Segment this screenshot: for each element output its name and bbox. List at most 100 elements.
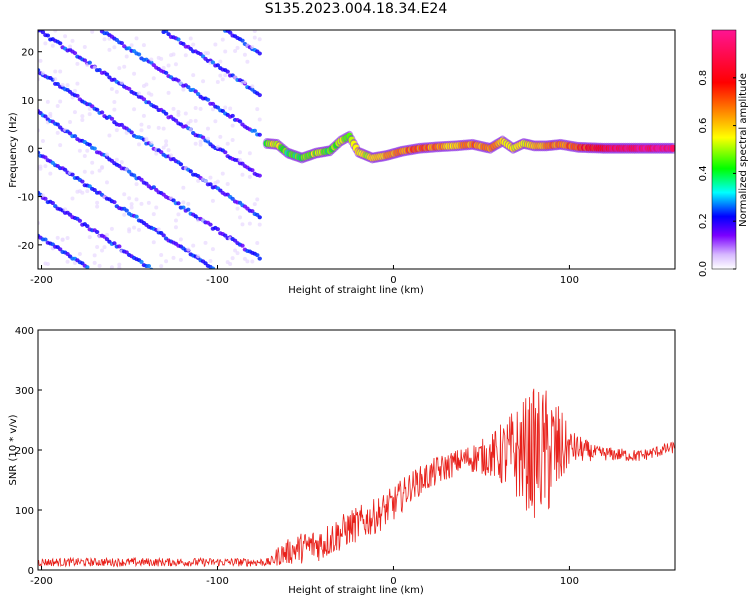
speckle-mark	[127, 196, 132, 201]
spectrogram-frame	[37, 29, 676, 270]
speckle-mark	[43, 164, 48, 169]
speckle-mark	[151, 76, 156, 81]
snr-x-tick-label: 0	[390, 576, 396, 587]
speckle-mark	[240, 222, 245, 227]
speckle-mark	[205, 136, 210, 141]
striation-mark	[67, 131, 73, 136]
speckle-mark	[250, 84, 255, 89]
speckle-mark	[112, 107, 117, 112]
speckle-mark	[188, 127, 193, 132]
speckle-mark	[45, 262, 50, 267]
speckle-mark	[68, 120, 73, 125]
striation-mark	[43, 155, 48, 160]
speckle-mark	[215, 179, 220, 184]
speckle-mark	[230, 256, 235, 261]
striation-mark	[230, 196, 235, 201]
speckle-mark	[201, 79, 206, 84]
snr-y-tick-label: 400	[15, 326, 34, 337]
striation-mark	[94, 230, 100, 235]
speckle-mark	[82, 169, 87, 174]
striation-mark	[181, 205, 186, 210]
striation-mark	[252, 128, 257, 133]
speckle-mark	[149, 140, 154, 145]
striation-mark	[173, 118, 179, 123]
speckle-mark	[114, 128, 119, 133]
striation-mark	[70, 172, 75, 177]
speckle-mark	[85, 189, 90, 194]
speckle-mark	[247, 151, 252, 156]
speckle-mark	[82, 45, 87, 50]
speckle-mark	[112, 100, 117, 105]
speckle-mark	[176, 109, 181, 114]
speckle-mark	[154, 151, 159, 156]
speckle-mark	[53, 77, 58, 82]
snr-y-tick-label: 0	[28, 566, 34, 577]
speckle-mark	[178, 237, 183, 242]
speckle-mark	[178, 81, 183, 86]
snr-series-line	[38, 388, 675, 568]
speckle-mark	[238, 215, 243, 220]
speckle-mark	[77, 252, 82, 257]
striation-mark	[94, 107, 100, 112]
speckle-mark	[87, 235, 92, 240]
speckle-mark	[205, 126, 210, 131]
speckle-mark	[72, 110, 77, 115]
snr-x-axis-label: Height of straight line (km)	[288, 585, 424, 596]
speckle-mark	[114, 89, 119, 94]
striation-mark	[166, 32, 171, 37]
speckle-mark	[242, 52, 247, 57]
striation-mark	[257, 215, 262, 220]
speckle-mark	[176, 212, 181, 217]
striation-mark	[227, 30, 233, 35]
striation-mark	[92, 188, 97, 193]
striation-mark	[208, 222, 213, 227]
spectrogram-y-tick-label: 0	[28, 144, 34, 155]
striation-mark	[176, 201, 181, 206]
speckle-mark	[80, 117, 85, 122]
speckle-mark	[169, 153, 174, 158]
speckle-mark	[235, 45, 240, 50]
speckle-mark	[85, 148, 90, 153]
striation-mark	[193, 89, 198, 94]
striation-mark	[112, 200, 117, 205]
striation-mark	[124, 250, 129, 255]
striation-mark	[87, 60, 92, 65]
speckle-mark	[176, 112, 181, 117]
speckle-mark	[173, 62, 178, 67]
speckle-mark	[181, 87, 186, 92]
speckle-mark	[137, 227, 142, 232]
striation-mark	[237, 119, 243, 124]
speckle-mark	[250, 259, 255, 264]
spectrogram-x-tick-label: 0	[390, 275, 396, 286]
colorbar-tick-label: 0.8	[698, 70, 709, 86]
speckle-mark	[109, 87, 114, 92]
striation-mark	[50, 201, 55, 206]
speckle-mark	[223, 73, 228, 78]
speckle-mark	[80, 114, 85, 119]
spectrogram-y-tick-label: 10	[21, 96, 34, 107]
striation-mark	[119, 122, 124, 127]
speckle-mark	[213, 119, 218, 124]
speckle-mark	[72, 88, 77, 93]
striation-mark	[126, 86, 132, 91]
striation-mark	[163, 111, 169, 116]
speckle-mark	[75, 81, 80, 86]
speckle-mark	[196, 254, 201, 259]
striation-mark	[257, 132, 262, 137]
speckle-mark	[196, 178, 201, 183]
speckle-mark	[117, 265, 122, 269]
speckle-mark	[55, 130, 60, 135]
spectrogram-y-tick-label: -20	[18, 241, 34, 252]
speckle-mark	[122, 212, 127, 217]
spectrogram-y-axis-label: Frequency (Hz)	[8, 112, 19, 188]
speckle-mark	[181, 200, 186, 205]
speckle-mark	[119, 160, 124, 165]
speckle-mark	[104, 232, 109, 237]
speckle-mark	[149, 57, 154, 62]
speckle-mark	[252, 202, 257, 207]
speckle-mark	[173, 225, 178, 230]
speckle-mark	[250, 45, 255, 50]
speckle-mark	[50, 43, 55, 48]
striation-mark	[62, 167, 68, 172]
